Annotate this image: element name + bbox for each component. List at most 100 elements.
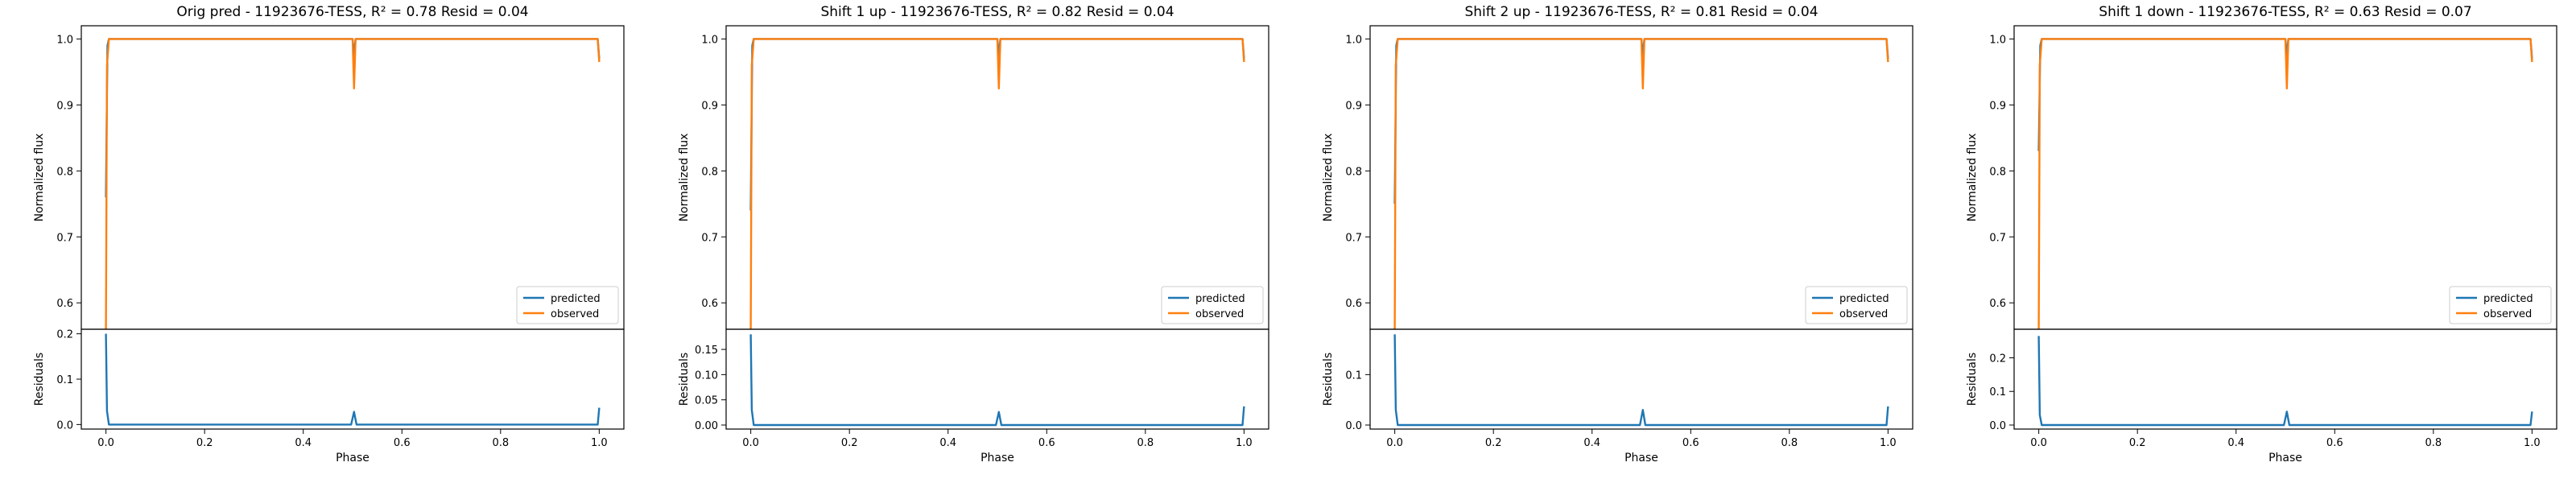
legend-label-predicted: predicted — [2483, 293, 2533, 305]
chart-panel-4: Shift 1 down - 11923676-TESS, R² = 0.63 … — [1966, 4, 2557, 464]
x-tick-label: 0.0 — [97, 437, 114, 449]
y-tick-label: 0.1 — [1345, 369, 1362, 382]
chart-panel-2: Shift 1 up - 11923676-TESS, R² = 0.82 Re… — [678, 4, 1269, 464]
chart-title: Shift 2 up - 11923676-TESS, R² = 0.81 Re… — [1464, 4, 1818, 20]
x-tick-label: 1.0 — [2524, 437, 2541, 449]
y-tick-label: 0.6 — [1989, 298, 2006, 310]
x-tick-label: 0.2 — [2129, 437, 2146, 449]
y-tick-label: 0.0 — [56, 419, 73, 431]
y-axis-label-residuals: Residuals — [678, 353, 691, 406]
y-tick-label: 0.6 — [1345, 298, 1362, 310]
legend-label-predicted: predicted — [551, 293, 601, 305]
x-tick-label: 0.4 — [2227, 437, 2244, 449]
x-tick-label: 0.8 — [2425, 437, 2442, 449]
x-tick-label: 0.0 — [1386, 437, 1403, 449]
y-tick-label: 0.15 — [695, 345, 718, 357]
chart-panel-3: Shift 2 up - 11923676-TESS, R² = 0.81 Re… — [1322, 4, 1913, 464]
y-tick-label: 0.7 — [1345, 232, 1362, 244]
x-axis-label: Phase — [2268, 452, 2302, 464]
y-tick-label: 0.8 — [1989, 166, 2006, 178]
residuals-line — [105, 333, 601, 426]
x-tick-label: 0.2 — [196, 437, 213, 449]
legend: predicted observed — [1805, 286, 1908, 324]
x-tick-label: 1.0 — [1880, 437, 1897, 449]
y-tick-label: 1.0 — [1989, 34, 2006, 46]
residuals-line — [2037, 336, 2533, 427]
y-tick-label: 0.10 — [695, 369, 718, 382]
y-tick-label: 0.00 — [695, 420, 718, 432]
chart-title: Shift 1 down - 11923676-TESS, R² = 0.63 … — [2099, 4, 2471, 20]
y-tick-label: 0.6 — [56, 298, 73, 310]
y-axis-label-residuals: Residuals — [33, 353, 46, 406]
observed-flux-line — [105, 38, 601, 330]
y-tick-label: 1.0 — [1345, 34, 1362, 46]
observed-flux-line — [749, 38, 1245, 330]
x-tick-label: 0.8 — [1137, 437, 1154, 449]
y-tick-label: 0.2 — [1989, 353, 2006, 365]
x-tick-label: 0.2 — [1485, 437, 1502, 449]
legend-label-predicted: predicted — [1839, 293, 1889, 305]
y-tick-label: 0.6 — [701, 298, 718, 310]
chart-title: Shift 1 up - 11923676-TESS, R² = 0.82 Re… — [820, 4, 1174, 20]
residuals-line — [1393, 334, 1889, 427]
legend: predicted observed — [516, 286, 619, 324]
residuals-axes-frame — [725, 328, 1269, 430]
y-axis-label-flux: Normalized flux — [1966, 134, 1979, 222]
x-tick-label: 1.0 — [591, 437, 608, 449]
y-tick-label: 0.9 — [1989, 100, 2006, 112]
y-axis-label-residuals: Residuals — [1966, 353, 1979, 406]
x-tick-label: 0.6 — [1038, 437, 1055, 449]
x-tick-label: 1.0 — [1236, 437, 1253, 449]
observed-flux-line — [2037, 38, 2533, 330]
legend-box — [2449, 286, 2552, 324]
x-axis-label: Phase — [1624, 452, 1658, 464]
y-tick-label: 1.0 — [56, 34, 73, 46]
residuals-line — [749, 334, 1245, 427]
x-axis-label: Phase — [336, 452, 369, 464]
y-tick-label: 0.7 — [701, 232, 718, 244]
y-tick-label: 0.0 — [1345, 420, 1362, 432]
residuals-axes-frame — [1369, 328, 1913, 430]
observed-flux-line — [1393, 38, 1889, 330]
y-tick-label: 0.0 — [1989, 420, 2006, 432]
y-axis-label-flux: Normalized flux — [33, 134, 46, 222]
x-tick-label: 0.8 — [492, 437, 509, 449]
x-axis-label: Phase — [980, 452, 1014, 464]
legend-label-predicted: predicted — [1195, 293, 1245, 305]
y-tick-label: 0.2 — [56, 329, 73, 341]
y-axis-label-flux: Normalized flux — [678, 134, 691, 222]
legend: predicted observed — [1161, 286, 1264, 324]
y-tick-label: 0.9 — [701, 100, 718, 112]
x-tick-label: 0.6 — [394, 437, 411, 449]
legend-box — [516, 286, 619, 324]
legend-label-observed: observed — [551, 308, 599, 320]
y-tick-label: 0.9 — [56, 100, 73, 112]
y-tick-label: 0.8 — [1345, 166, 1362, 178]
x-tick-label: 0.6 — [1682, 437, 1699, 449]
legend-label-observed: observed — [1195, 308, 1244, 320]
x-tick-label: 0.0 — [742, 437, 759, 449]
y-axis-label-residuals: Residuals — [1322, 353, 1335, 406]
residuals-axes-frame — [2013, 328, 2557, 430]
y-tick-label: 0.8 — [701, 166, 718, 178]
legend-box — [1161, 286, 1264, 324]
y-tick-label: 0.7 — [56, 232, 73, 244]
legend: predicted observed — [2449, 286, 2552, 324]
x-tick-label: 0.4 — [1583, 437, 1600, 449]
x-tick-label: 0.8 — [1781, 437, 1798, 449]
legend-label-observed: observed — [2483, 308, 2532, 320]
x-tick-label: 0.6 — [2326, 437, 2343, 449]
x-tick-label: 0.0 — [2030, 437, 2047, 449]
y-tick-label: 1.0 — [701, 34, 718, 46]
y-tick-label: 0.1 — [56, 374, 73, 386]
y-tick-label: 0.05 — [695, 395, 718, 407]
y-tick-label: 0.8 — [56, 166, 73, 178]
y-tick-label: 0.1 — [1989, 386, 2006, 398]
x-tick-label: 0.4 — [295, 437, 312, 449]
y-tick-label: 0.7 — [1989, 232, 2006, 244]
legend-box — [1805, 286, 1908, 324]
chart-title: Orig pred - 11923676-TESS, R² = 0.78 Res… — [176, 4, 528, 20]
chart-panel-1: Orig pred - 11923676-TESS, R² = 0.78 Res… — [33, 4, 625, 464]
x-tick-label: 0.4 — [939, 437, 956, 449]
